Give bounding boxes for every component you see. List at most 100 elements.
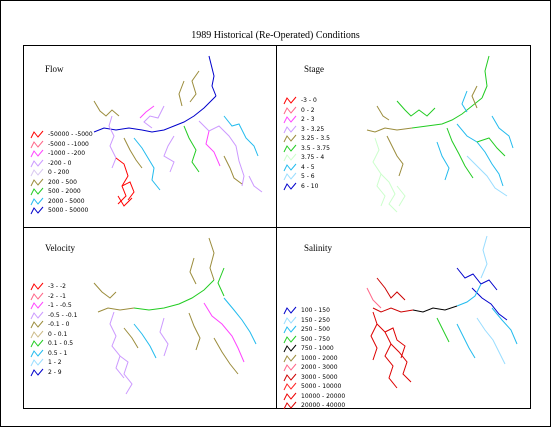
legend-swatch-icon xyxy=(283,335,297,343)
legend-label: 0.5 - 1 xyxy=(48,349,68,357)
legend-swatch-icon xyxy=(283,306,297,315)
legend-swatch-icon xyxy=(30,339,44,348)
salinity-panel: Salinity 100 - 150 150 - 250 250 - 500 500 … xyxy=(277,228,529,411)
legend-item: -3 - -2 xyxy=(30,282,77,292)
legend-label: 4 - 5 xyxy=(301,163,315,171)
salinity-network-map xyxy=(366,235,518,389)
legend-item: 150 - 250 xyxy=(283,316,345,326)
legend-swatch-icon xyxy=(283,125,297,133)
panel-grid: Flow -50000 - -5000 -5000 - -1000 -1000 - … xyxy=(23,45,531,411)
legend-item: 2 - 9 xyxy=(30,368,77,378)
legend-label: 1000 - 2000 xyxy=(301,354,338,362)
legend-label: -200 - 0 xyxy=(48,159,72,167)
legend-label: -3 - -2 xyxy=(48,283,66,290)
legend-item: 1 - 2 xyxy=(30,358,77,368)
legend-item: -2 - -1 xyxy=(30,292,77,302)
legend-swatch-icon xyxy=(283,153,297,162)
legend-swatch-icon xyxy=(30,320,44,329)
legend-item: 500 - 2000 xyxy=(30,187,93,197)
legend-swatch-icon xyxy=(283,182,297,190)
legend-label: 150 - 250 xyxy=(301,316,330,324)
legend-label: -0.5 - -0.1 xyxy=(48,311,78,319)
legend-swatch-icon xyxy=(283,316,297,324)
velocity-network-map xyxy=(93,237,257,395)
legend-item: 3.75 - 4 xyxy=(283,153,330,163)
flow-panel: Flow -50000 - -5000 -5000 - -1000 -1000 - … xyxy=(24,46,276,227)
legend-label: 5000 - 50000 xyxy=(48,207,89,214)
legend-item: 2000 - 5000 xyxy=(30,197,93,207)
stage-network-map xyxy=(366,55,514,213)
legend-label: 10000 - 20000 xyxy=(301,392,346,400)
stage-panel: Stage -3 - 0 0 - 2 2 - 3 3 - 3.25 3.25 - 3.5… xyxy=(277,46,529,227)
legend-item: -0.5 - -0.1 xyxy=(30,311,77,321)
stage-panel-title: Stage xyxy=(304,64,324,74)
legend-swatch-icon xyxy=(283,115,297,124)
legend-swatch-icon xyxy=(283,144,297,152)
legend-swatch-icon xyxy=(30,292,44,300)
legend-swatch-icon xyxy=(30,149,44,158)
legend-label: 250 - 500 xyxy=(301,326,330,333)
legend-item: 0 - 200 xyxy=(30,168,93,178)
velocity-panel: Velocity -3 - -2 -2 - -1 -1 - -0.5 -0.5 - -… xyxy=(24,228,276,409)
legend-label: 2000 - 5000 xyxy=(48,197,85,205)
legend-swatch-icon xyxy=(283,382,297,391)
velocity-legend: -3 - -2 -2 - -1 -1 - -0.5 -0.5 - -0.1 -0.1 -… xyxy=(30,282,77,377)
legend-swatch-icon xyxy=(283,96,297,105)
legend-label: 100 - 150 xyxy=(301,307,330,314)
legend-item: -200 - 0 xyxy=(30,159,93,169)
legend-swatch-icon xyxy=(30,349,44,357)
legend-item: 5000 - 10000 xyxy=(283,382,345,392)
legend-item: -50000 - -5000 xyxy=(30,130,93,140)
legend-swatch-icon xyxy=(283,344,297,353)
legend-label: 5 - 6 xyxy=(301,173,315,180)
legend-item: 1000 - 2000 xyxy=(283,354,345,364)
legend-item: 200 - 500 xyxy=(30,178,93,188)
legend-label: 2 - 9 xyxy=(48,368,62,376)
grid-divider-horizontal xyxy=(24,227,530,228)
legend-swatch-icon xyxy=(30,311,44,319)
salinity-legend: 100 - 150 150 - 250 250 - 500 500 - 750 750 … xyxy=(283,306,345,411)
legend-label: 3.25 - 3.5 xyxy=(301,135,330,142)
legend-label: 1 - 2 xyxy=(48,359,62,366)
legend-item: 0.5 - 1 xyxy=(30,349,77,359)
legend-swatch-icon xyxy=(283,354,297,362)
legend-swatch-icon xyxy=(30,159,44,167)
flow-panel-title: Flow xyxy=(45,64,64,74)
legend-label: 200 - 500 xyxy=(48,178,77,186)
legend-item: 2 - 3 xyxy=(283,115,330,125)
legend-swatch-icon xyxy=(283,172,297,181)
legend-item: 100 - 150 xyxy=(283,306,345,316)
legend-label: 500 - 750 xyxy=(301,335,330,343)
legend-item: 4 - 5 xyxy=(283,163,330,173)
legend-item: 0.1 - 0.5 xyxy=(30,339,77,349)
legend-label: 20000 - 40000 xyxy=(301,402,346,409)
legend-label: 2000 - 3000 xyxy=(301,364,338,371)
legend-label: -3 - 0 xyxy=(301,97,317,104)
legend-item: 500 - 750 xyxy=(283,335,345,345)
legend-label: 3.75 - 4 xyxy=(301,154,325,161)
legend-item: 5000 - 50000 xyxy=(30,206,93,216)
legend-item: 3 - 3.25 xyxy=(283,125,330,135)
legend-item: 6 - 10 xyxy=(283,182,330,192)
legend-item: 2000 - 3000 xyxy=(283,363,345,373)
legend-item: 3.5 - 3.75 xyxy=(283,144,330,154)
legend-item: -0.1 - 0 xyxy=(30,320,77,330)
legend-item: -1 - -0.5 xyxy=(30,301,77,311)
legend-swatch-icon xyxy=(283,373,297,381)
legend-swatch-icon xyxy=(30,197,44,205)
legend-swatch-icon xyxy=(283,363,297,372)
legend-label: 0 - 200 xyxy=(48,169,70,176)
legend-swatch-icon xyxy=(30,178,44,186)
legend-label: 0.1 - 0.5 xyxy=(48,340,74,347)
legend-swatch-icon xyxy=(283,325,297,334)
legend-item: 10000 - 20000 xyxy=(283,392,345,402)
legend-swatch-icon xyxy=(283,106,297,114)
legend-label: 2 - 3 xyxy=(301,116,315,123)
legend-swatch-icon xyxy=(30,168,44,177)
legend-label: 3.5 - 3.75 xyxy=(301,144,330,152)
stage-legend: -3 - 0 0 - 2 2 - 3 3 - 3.25 3.25 - 3.5 3.5 - … xyxy=(283,96,330,191)
legend-label: 750 - 1000 xyxy=(301,345,334,352)
legend-label: -50000 - -5000 xyxy=(48,131,93,138)
salinity-panel-title: Salinity xyxy=(304,243,333,253)
legend-swatch-icon xyxy=(30,301,44,310)
